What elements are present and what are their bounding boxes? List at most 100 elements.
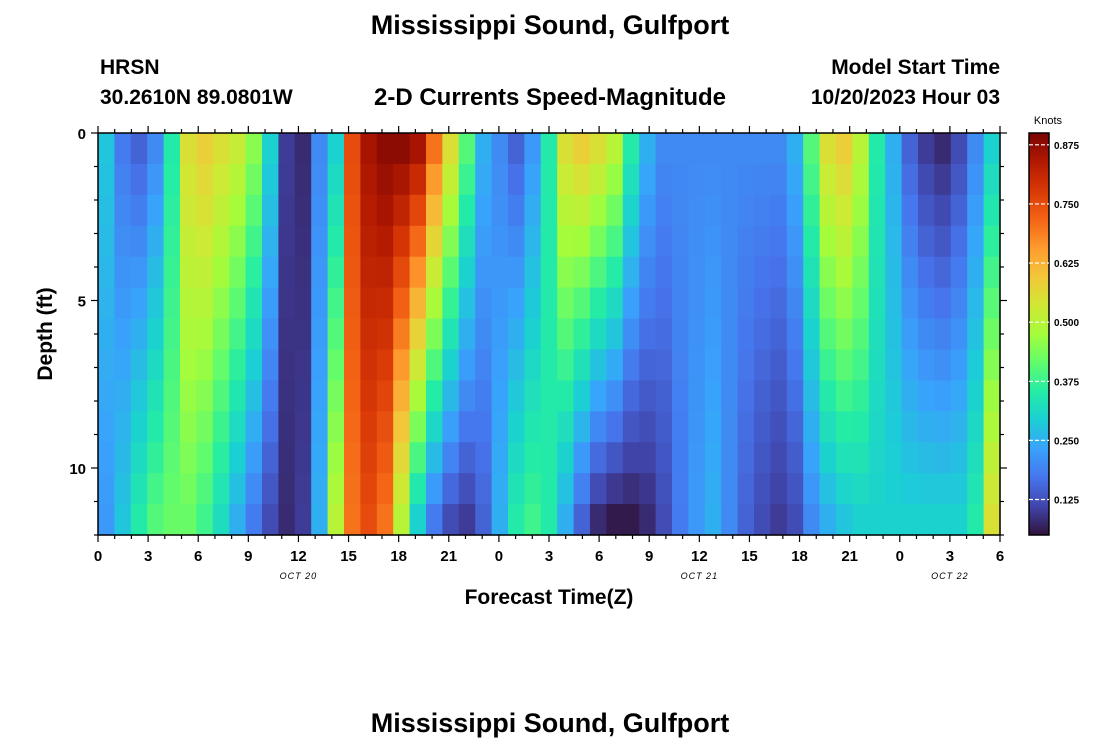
heatmap-cell: [98, 380, 115, 412]
heatmap-cell: [655, 133, 673, 165]
heatmap-cell: [311, 411, 329, 443]
heatmap-cell: [262, 349, 279, 381]
heatmap-cell: [590, 473, 607, 505]
heatmap-cell: [163, 349, 181, 381]
heatmap-cell: [114, 380, 132, 412]
heatmap-cell: [868, 442, 886, 474]
heatmap-cell: [737, 287, 755, 320]
heatmap-cell: [606, 411, 624, 443]
heatmap-cell: [327, 442, 345, 474]
heatmap-cell: [147, 133, 165, 165]
heatmap-cell: [655, 349, 673, 381]
heatmap-cell: [737, 225, 755, 258]
heatmap-cell: [311, 442, 329, 474]
heatmap-cell: [262, 194, 279, 227]
heatmap-cell: [803, 349, 821, 381]
heatmap-cell: [442, 318, 460, 351]
heatmap-cell: [934, 194, 952, 227]
heatmap-cell: [590, 256, 607, 289]
heatmap-cell: [147, 411, 165, 443]
heatmap-cell: [557, 163, 575, 196]
heatmap-cell: [836, 442, 853, 474]
heatmap-cell: [786, 411, 804, 443]
heatmap-cell: [229, 163, 247, 196]
heatmap-cell: [524, 349, 542, 381]
heatmap-cell: [606, 194, 624, 227]
heatmap-cell: [655, 473, 673, 505]
heatmap-cell: [311, 504, 329, 536]
heatmap-cell: [163, 256, 181, 289]
heatmap-cell: [360, 163, 378, 196]
heatmap-cell: [458, 194, 476, 227]
heatmap-cell: [590, 133, 607, 165]
heatmap-cell: [868, 163, 886, 196]
heatmap-cell: [606, 133, 624, 165]
heatmap-cell: [311, 225, 329, 258]
heatmap-cell: [98, 194, 115, 227]
heatmap-cell: [196, 133, 214, 165]
heatmap-cell: [196, 287, 214, 320]
heatmap-cell: [491, 473, 509, 505]
heatmap-cell: [590, 163, 607, 196]
heatmap-cell: [590, 349, 607, 381]
heatmap-cell: [918, 380, 935, 412]
heatmap-cell: [721, 133, 739, 165]
heatmap-cell: [491, 349, 509, 381]
heatmap-cell: [819, 287, 837, 320]
heatmap-cell: [852, 163, 870, 196]
heatmap-cell: [967, 163, 985, 196]
heatmap-cell: [540, 473, 558, 505]
heatmap-cell: [573, 442, 591, 474]
heatmap-cell: [836, 380, 853, 412]
x-tick-label: 6: [194, 548, 202, 565]
heatmap-cell: [442, 194, 460, 227]
heatmap-cell: [803, 504, 821, 536]
heatmap-cell: [245, 194, 263, 227]
heatmap-cell: [786, 225, 804, 258]
heatmap-cell: [311, 380, 329, 412]
heatmap-cell: [737, 318, 755, 351]
heatmap-cell: [376, 318, 394, 351]
heatmap-cell: [737, 194, 755, 227]
heatmap-cell: [278, 380, 296, 412]
heatmap-cell: [655, 194, 673, 227]
heatmap-cell: [803, 442, 821, 474]
heatmap-cell: [278, 287, 296, 320]
heatmap-cell: [130, 349, 148, 381]
heatmap-cell: [262, 504, 279, 536]
heatmap-cell: [655, 225, 673, 258]
heatmap-cell: [967, 256, 985, 289]
heatmap-cell: [147, 318, 165, 351]
heatmap-cell: [983, 163, 1001, 196]
heatmap-cell: [294, 133, 312, 165]
heatmap-cell: [458, 318, 476, 351]
x-tick-label: 0: [495, 548, 503, 565]
heatmap-cell: [196, 318, 214, 351]
heatmap-cell: [376, 287, 394, 320]
heatmap-cell: [819, 256, 837, 289]
heatmap-cell: [180, 256, 197, 289]
heatmap-cell: [196, 349, 214, 381]
heatmap-cell: [934, 133, 952, 165]
heatmap-cell: [229, 442, 247, 474]
heatmap-cell: [918, 349, 935, 381]
heatmap-cell: [196, 163, 214, 196]
heatmap-cell: [639, 256, 657, 289]
heatmap-cell: [721, 318, 739, 351]
heatmap-cell: [393, 256, 411, 289]
heatmap-cell: [245, 133, 263, 165]
heatmap-cell: [458, 163, 476, 196]
heatmap-cell: [475, 380, 493, 412]
heatmap-cell: [885, 473, 903, 505]
heatmap-cell: [868, 504, 886, 536]
heatmap-cell: [672, 194, 689, 227]
heatmap-cell: [229, 194, 247, 227]
heatmap-cell: [852, 256, 870, 289]
heatmap-cell: [524, 473, 542, 505]
date-label: OCT 21: [681, 571, 719, 581]
heatmap-cell: [475, 225, 493, 258]
heatmap-cell: [360, 349, 378, 381]
heatmap-cell: [524, 318, 542, 351]
repeated-title: Mississippi Sound, Gulfport: [370, 708, 730, 738]
heatmap-cell: [983, 442, 1001, 474]
